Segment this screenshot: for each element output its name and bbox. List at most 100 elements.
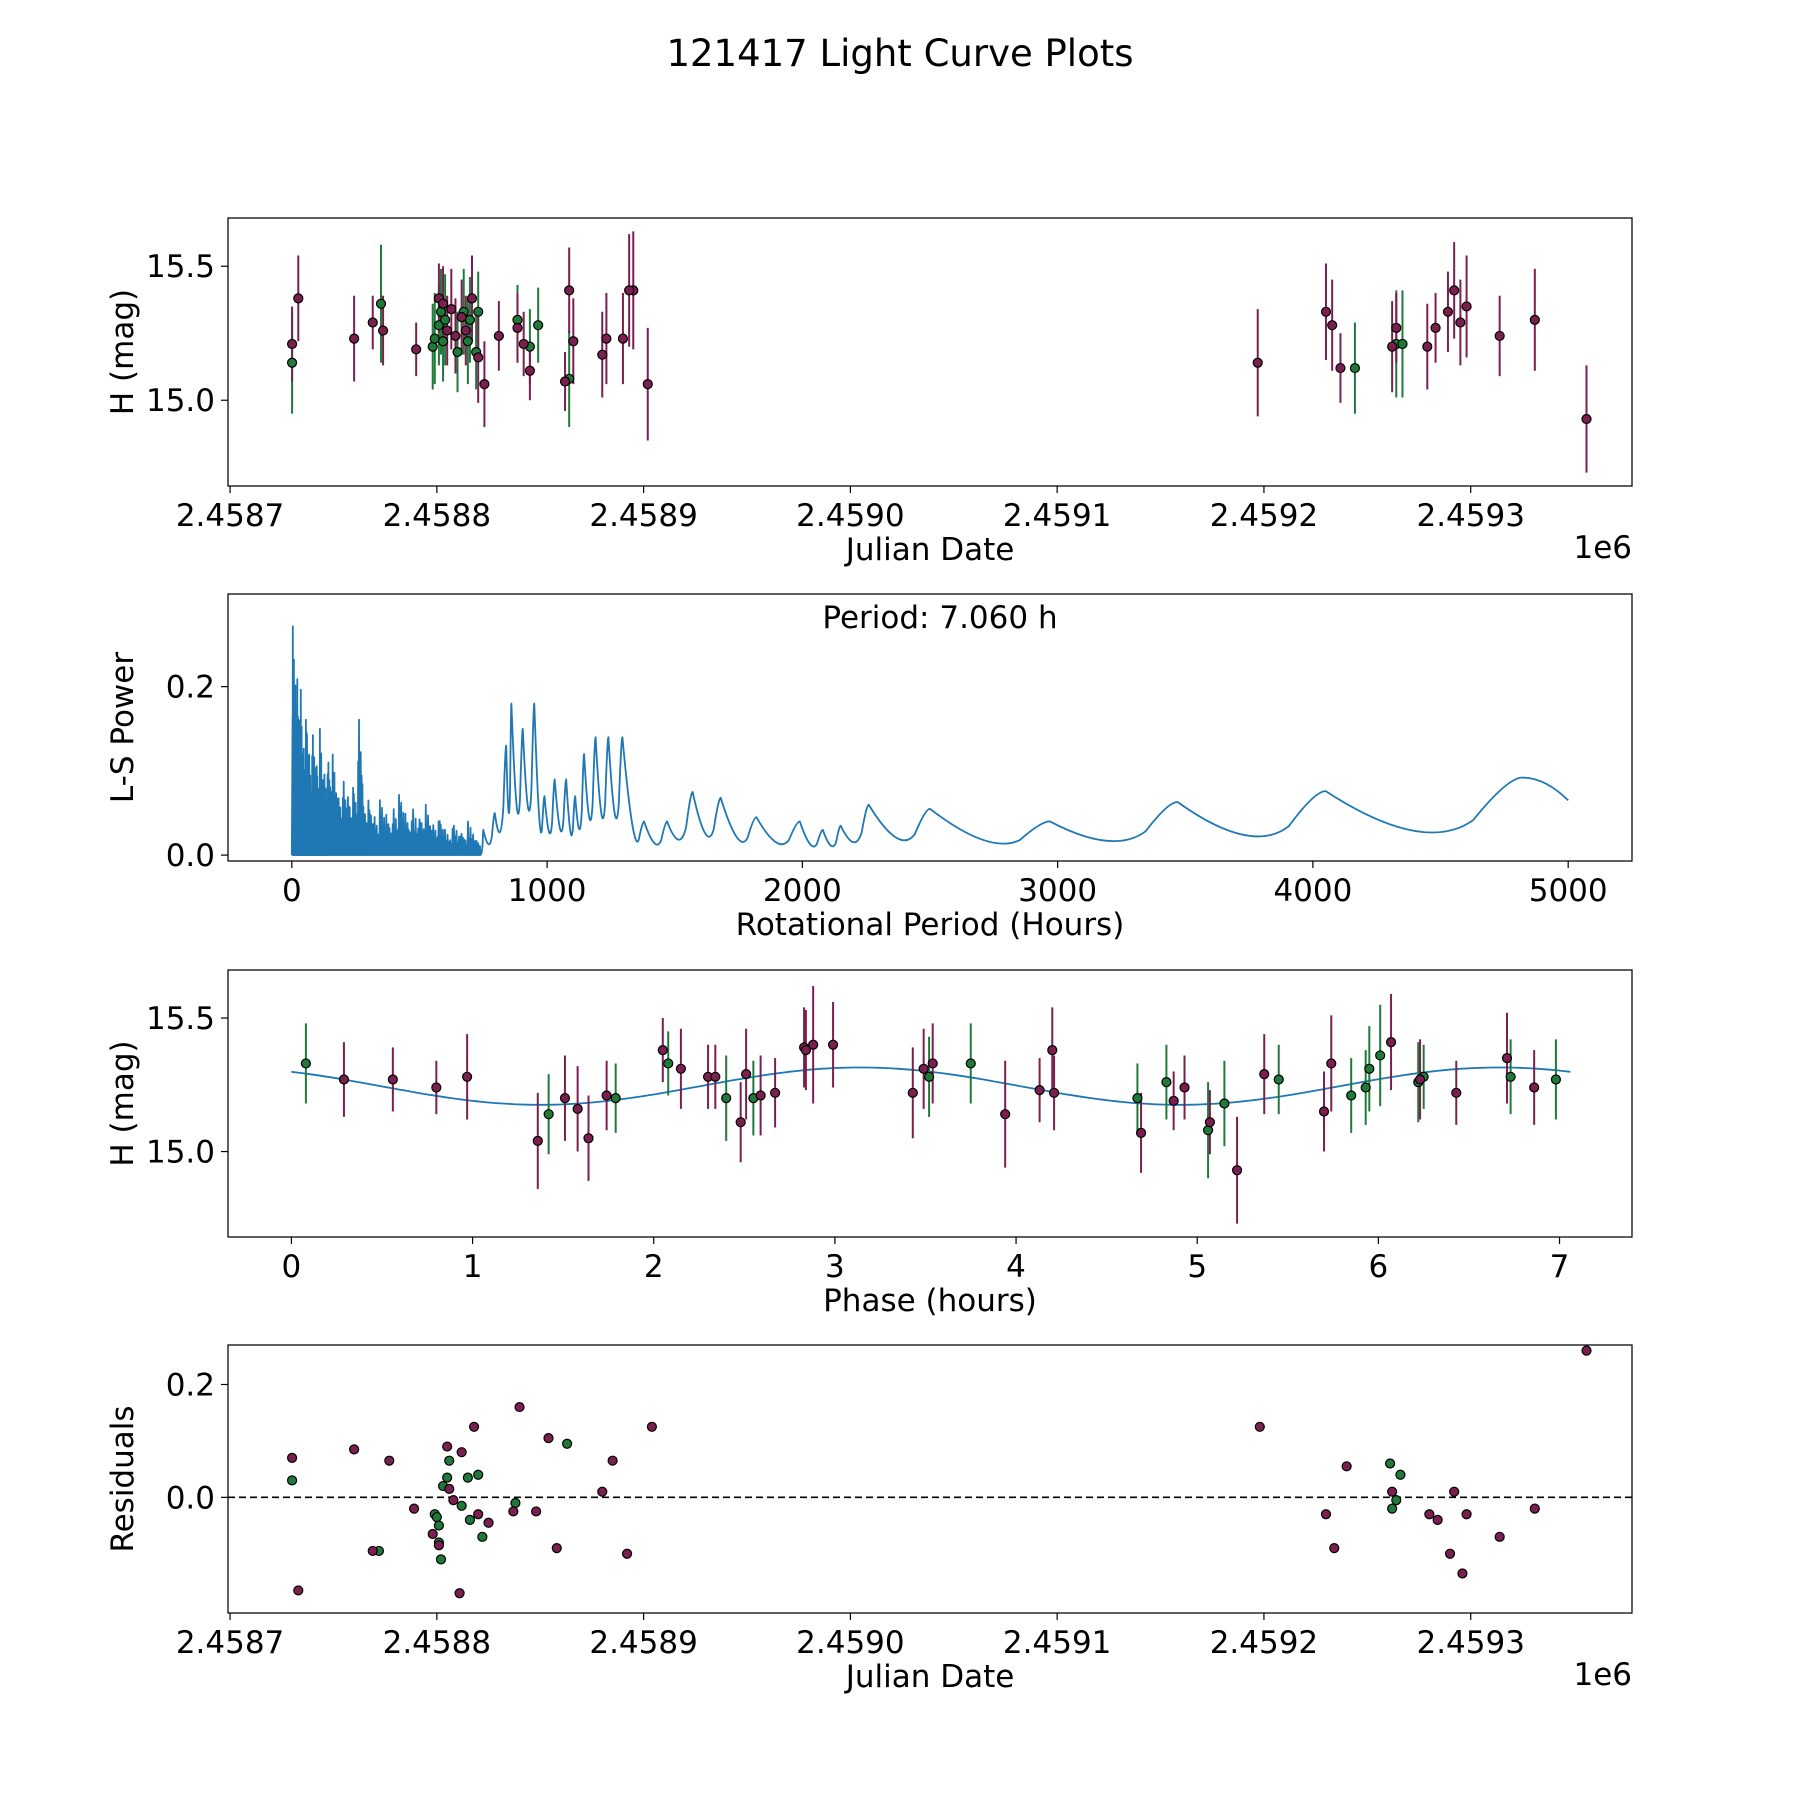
phased-point-purple xyxy=(1034,1085,1045,1096)
lightcurve-point-purple xyxy=(1461,301,1472,312)
phased-point-purple xyxy=(675,1063,687,1074)
residuals-point-green xyxy=(473,1469,484,1480)
phased-point-purple xyxy=(1259,1069,1270,1080)
residuals-point-purple xyxy=(508,1506,519,1517)
phased-xtick-label: 4 xyxy=(1006,1249,1026,1285)
residuals-point-purple xyxy=(530,1506,542,1517)
residuals-point-purple xyxy=(293,1585,304,1596)
phased-point-green xyxy=(721,1093,732,1104)
phased-xtick-label: 2 xyxy=(644,1249,664,1285)
lightcurve-xlabel: Julian Date xyxy=(844,532,1015,568)
residuals-point-purple xyxy=(1444,1548,1456,1559)
phased-point-purple xyxy=(918,1063,929,1074)
lightcurve-xtick-label: 2.4590 xyxy=(796,498,904,534)
residuals-point-purple xyxy=(621,1548,633,1559)
phased-point-purple xyxy=(741,1069,752,1080)
residuals-xtick-label: 2.4590 xyxy=(796,1625,904,1661)
periodogram-xtick-label: 0 xyxy=(282,873,302,909)
phased-point-green xyxy=(663,1058,674,1069)
residuals-point-purple xyxy=(433,1540,445,1551)
residuals-point-purple xyxy=(427,1528,438,1540)
phased-point-green xyxy=(1505,1071,1516,1082)
residuals-point-purple xyxy=(1494,1531,1505,1542)
residuals-frame xyxy=(227,1344,1633,1614)
phased-point-purple xyxy=(601,1090,612,1101)
residuals-point-green xyxy=(510,1497,521,1509)
lightcurve-point-green xyxy=(473,306,484,317)
residuals-point-purple xyxy=(448,1495,459,1506)
residuals-point-green xyxy=(442,1472,453,1483)
residuals-point-green xyxy=(431,1511,442,1523)
phased-point-green xyxy=(543,1109,554,1120)
periodogram-xtick-label: 3000 xyxy=(1018,873,1097,909)
phased-point-green xyxy=(1273,1074,1284,1085)
phased-point-purple xyxy=(532,1135,543,1146)
phased-point-green xyxy=(1346,1090,1357,1101)
lightcurve-point-purple xyxy=(568,336,579,347)
residuals-point-green xyxy=(1384,1458,1396,1469)
lightcurve-point-purple xyxy=(437,298,449,309)
lightcurve-point-purple xyxy=(1327,320,1338,331)
residuals-ytick-label: 0.2 xyxy=(166,1367,215,1403)
residuals-point-purple xyxy=(473,1509,484,1520)
lightcurve-xtick-label: 2.4587 xyxy=(176,498,284,534)
lightcurve-point-purple xyxy=(473,352,484,363)
lightcurve-point-purple xyxy=(559,376,571,387)
phased-point-purple xyxy=(387,1074,398,1085)
phased-point-purple xyxy=(1501,1053,1513,1064)
residuals-xtick-label: 2.4592 xyxy=(1210,1625,1318,1661)
phased-point-purple xyxy=(559,1093,571,1104)
residuals-point-purple xyxy=(454,1588,465,1599)
lightcurve-point-green xyxy=(437,336,449,347)
phased-point-purple xyxy=(583,1133,594,1144)
residuals-point-purple xyxy=(287,1452,298,1463)
residuals-point-green xyxy=(433,1520,445,1531)
residuals-point-green xyxy=(444,1455,455,1466)
phased-point-purple xyxy=(710,1071,721,1082)
phased-ylabel: H (mag) xyxy=(105,1040,141,1166)
lightcurve-ylabel: H (mag) xyxy=(105,289,141,415)
phased-point-green xyxy=(923,1071,935,1082)
residuals-point-green xyxy=(464,1514,476,1526)
phased-xtick-label: 7 xyxy=(1550,1249,1570,1285)
lightcurve-point-purple xyxy=(564,285,575,296)
lightcurve-point-purple xyxy=(617,333,629,344)
residuals-point-green xyxy=(1387,1503,1398,1514)
periodogram-frame xyxy=(227,593,1633,862)
residuals-point-purple xyxy=(444,1483,455,1494)
lightcurve-point-green xyxy=(452,346,463,358)
residuals-ylabel: Residuals xyxy=(105,1405,141,1552)
residuals-xtick-label: 2.4591 xyxy=(1003,1625,1111,1661)
residuals-point-purple xyxy=(597,1486,608,1497)
lightcurve-point-green xyxy=(1349,362,1361,374)
lightcurve-point-purple xyxy=(1529,314,1540,325)
residuals-point-green xyxy=(1395,1469,1406,1480)
lightcurve-point-purple xyxy=(1387,341,1398,352)
residuals-point-purple xyxy=(468,1421,480,1432)
panel-phased: Phase (hours) H (mag) 0 1 2 3 4 5 6 7 15.0 15.5 xyxy=(105,969,1633,1319)
lightcurve-xtick-label: 2.4593 xyxy=(1416,498,1524,534)
lightcurve-point-purple xyxy=(367,317,378,328)
periodogram-xtick-label: 2000 xyxy=(763,873,842,909)
phased-point-purple xyxy=(1204,1117,1215,1128)
phased-point-purple xyxy=(338,1074,350,1085)
residuals-point-purple xyxy=(1457,1568,1468,1579)
periodogram-xlabel: Rotational Period (Hours) xyxy=(736,907,1125,943)
phased-point-green xyxy=(1550,1074,1562,1085)
residuals-point-purple xyxy=(384,1455,395,1466)
lightcurve-points xyxy=(287,285,1592,425)
phased-point-purple xyxy=(827,1039,839,1050)
periodogram-xtick-label: 5000 xyxy=(1529,873,1608,909)
lightcurve-point-purple xyxy=(287,338,298,350)
residuals-point-purple xyxy=(349,1444,360,1455)
lightcurve-frame xyxy=(227,217,1633,487)
phased-xtick-label: 6 xyxy=(1369,1249,1389,1285)
phased-point-purple xyxy=(431,1082,442,1093)
residuals-point-purple xyxy=(514,1401,525,1413)
phased-point-purple xyxy=(735,1117,746,1128)
residuals-point-purple xyxy=(543,1432,554,1444)
residuals-point-purple xyxy=(442,1441,453,1452)
periodogram-ytick-label: 0.2 xyxy=(166,670,215,706)
lightcurve-point-purple xyxy=(1494,330,1505,342)
residuals-point-green xyxy=(287,1475,298,1486)
